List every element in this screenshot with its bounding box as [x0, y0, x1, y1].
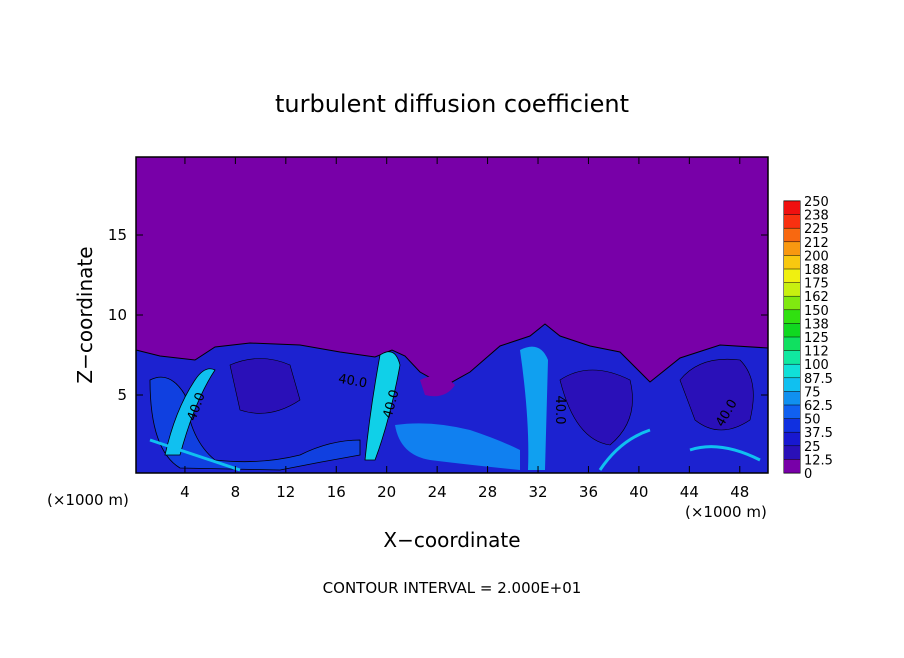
y-tick-label: 10: [108, 306, 127, 324]
colorbar-band: [784, 201, 800, 215]
y-tick-label: 15: [108, 226, 127, 244]
colorbar-band: [784, 405, 800, 419]
colorbar-label: 212: [804, 236, 829, 251]
colorbar-band: [784, 445, 800, 460]
colorbar-label: 0: [804, 467, 812, 482]
x-tick-label: 4: [180, 483, 190, 501]
field-region: [164, 368, 216, 456]
colorbar-label: 50: [804, 413, 821, 428]
colorbar-label: 62.5: [804, 399, 833, 414]
field-region: [229, 358, 301, 414]
colorbar-band: [784, 418, 800, 433]
colorbar-band: [784, 350, 800, 365]
chart-title: turbulent diffusion coefficient: [275, 90, 629, 118]
colorbar-band: [784, 459, 800, 473]
colorbar-band: [784, 309, 800, 324]
colorbar-band: [784, 228, 800, 242]
contour-label: 40.0: [381, 388, 403, 420]
x-tick-label: 8: [231, 483, 241, 501]
field-region: [559, 369, 633, 446]
field: [135, 157, 769, 474]
colorbar-label: 37.5: [804, 426, 833, 441]
colorbar-label: 200: [804, 249, 829, 264]
colorbar-band: [784, 296, 800, 310]
x-tick-label: 48: [730, 483, 749, 501]
colorbar-label: 25: [804, 440, 821, 455]
x-tick-label: 20: [377, 483, 396, 501]
x-tick-label: 32: [528, 483, 547, 501]
colorbar-label: 150: [804, 304, 829, 319]
colorbar-band: [784, 391, 800, 405]
colorbar-band: [784, 337, 800, 351]
colorbar-band: [784, 377, 800, 392]
y-axis-label: Z−coordinate: [73, 246, 97, 383]
colorbar-label: 100: [804, 358, 829, 373]
colorbar-label: 238: [804, 209, 829, 224]
colorbar-label: 175: [804, 277, 829, 292]
colorbar-band: [784, 432, 800, 446]
field-region: [364, 351, 401, 461]
colorbar-label: 188: [804, 263, 829, 278]
colorbar-label: 250: [804, 195, 829, 210]
field-streak: [149, 428, 761, 472]
x-axis-label: X−coordinate: [383, 528, 520, 552]
x-unit-label: (×1000 m): [685, 503, 767, 521]
x-tick-label: 24: [428, 483, 447, 501]
colorbar-label: 138: [804, 317, 829, 332]
colorbar-label: 125: [804, 331, 829, 346]
field-region: [520, 346, 548, 470]
x-unit-label: (×1000 m): [47, 491, 129, 509]
colorbar-label: 75: [804, 385, 821, 400]
field-region: [679, 358, 754, 431]
field-region: [420, 376, 455, 397]
x-tick-label: 28: [478, 483, 497, 501]
colorbar-band: [784, 241, 800, 256]
footer: CONTOUR INTERVAL = 2.000E+01: [323, 579, 582, 597]
colorbar-band: [784, 255, 800, 269]
y-tick-label: 5: [117, 386, 127, 404]
colorbar-label: 162: [804, 290, 829, 305]
colorbar-band: [784, 214, 800, 229]
colorbar-band: [784, 269, 800, 283]
colorbar-label: 87.5: [804, 372, 833, 387]
contour-label: 40.0: [337, 372, 368, 392]
colorbar-label: 12.5: [804, 453, 833, 468]
contour-label: 40.0: [552, 396, 567, 425]
colorbar-band: [784, 282, 800, 297]
x-tick-label: 36: [579, 483, 598, 501]
colorbar-label: 225: [804, 222, 829, 237]
x-tick-label: 16: [327, 483, 346, 501]
x-tick-label: 40: [629, 483, 648, 501]
colorbar-label: 112: [804, 345, 829, 360]
colorbar-band: [784, 364, 800, 378]
x-tick-label: 44: [680, 483, 699, 501]
colorbar-band: [784, 323, 800, 337]
x-tick-label: 12: [276, 483, 295, 501]
field-region: [395, 423, 520, 470]
